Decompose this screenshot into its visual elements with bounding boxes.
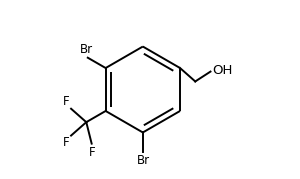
Text: F: F: [63, 95, 70, 108]
Text: Br: Br: [80, 43, 93, 55]
Text: OH: OH: [212, 64, 232, 77]
Text: Br: Br: [137, 154, 150, 167]
Text: F: F: [63, 136, 70, 149]
Text: F: F: [89, 146, 96, 159]
